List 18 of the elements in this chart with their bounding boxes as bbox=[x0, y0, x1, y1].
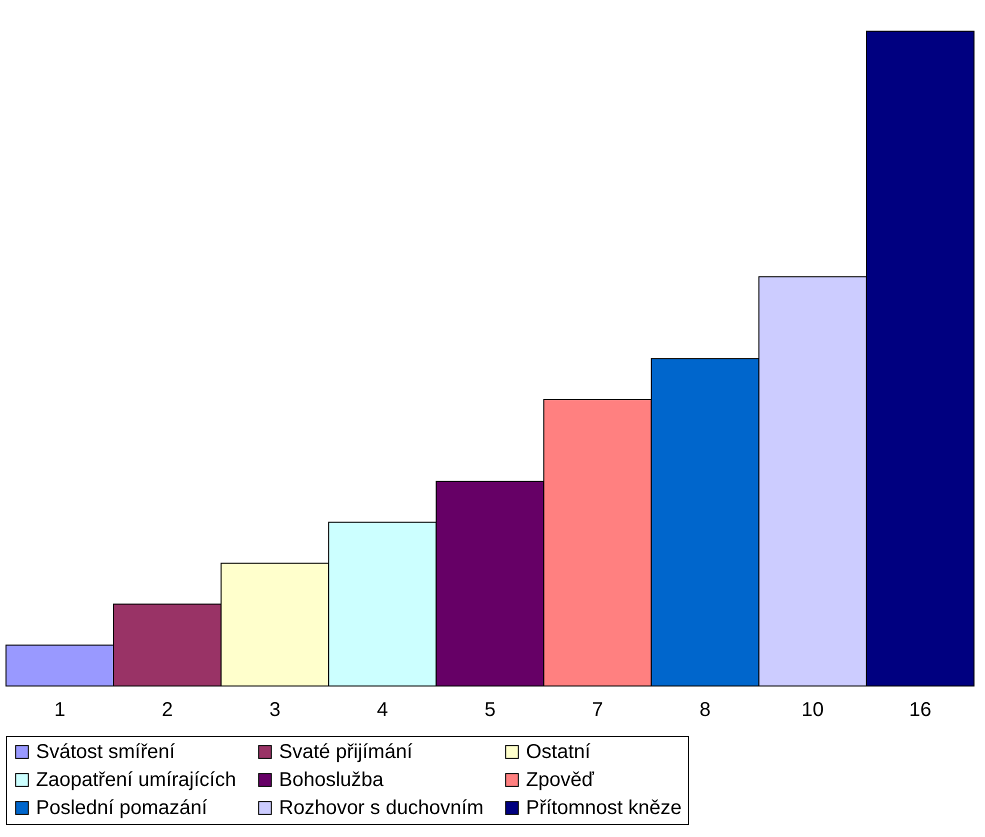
data-label: 5 bbox=[484, 699, 496, 721]
data-label: 16 bbox=[909, 699, 932, 721]
legend-label: Svátost smíření bbox=[36, 741, 176, 763]
legend-label: Přítomnost kněze bbox=[526, 797, 682, 819]
legend-label: Zaopatření umírajících bbox=[36, 769, 236, 791]
data-label: 7 bbox=[592, 699, 604, 721]
legend-label: Ostatní bbox=[526, 741, 591, 763]
legend-label: Bohoslužba bbox=[279, 769, 384, 791]
data-label: 4 bbox=[376, 699, 388, 721]
legend-label: Svaté přijímání bbox=[279, 741, 413, 763]
data-label: 10 bbox=[802, 699, 824, 721]
legend-label: Rozhovor s duchovním bbox=[279, 797, 484, 819]
data-label: 2 bbox=[162, 699, 173, 721]
data-label: 8 bbox=[700, 699, 711, 721]
legend-label: Zpověď bbox=[526, 769, 595, 791]
data-label: 1 bbox=[54, 699, 66, 721]
legend-label: Poslední pomazání bbox=[36, 797, 208, 819]
data-label: 3 bbox=[269, 699, 280, 721]
